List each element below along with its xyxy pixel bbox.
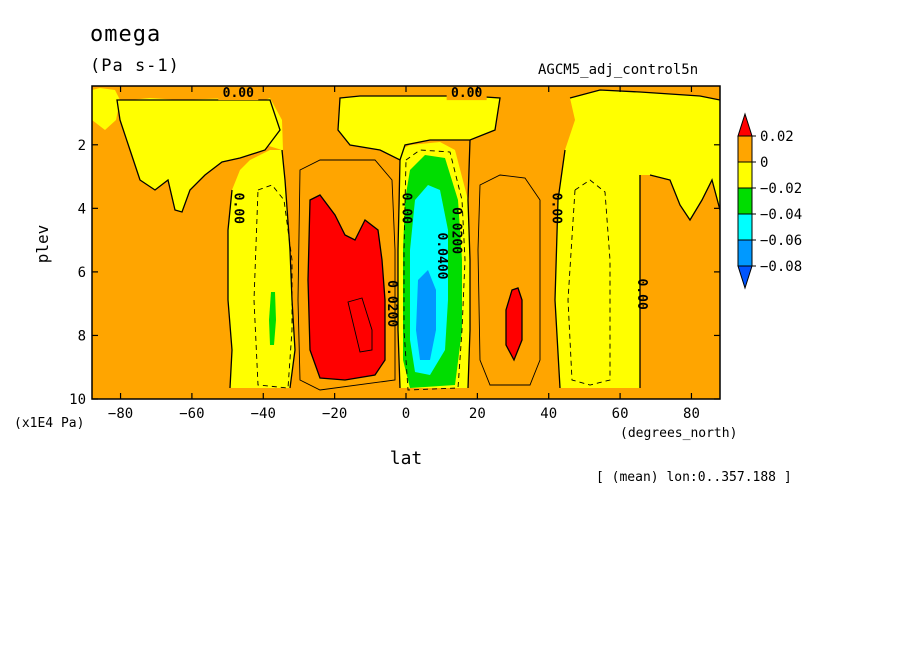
legend-label: −0.02 — [760, 181, 802, 197]
x-tick-label: 40 — [540, 406, 557, 422]
x-axis-title: lat — [390, 448, 423, 469]
y-axis-unit: (x1E4 Pa) — [14, 416, 85, 431]
legend-swatch — [737, 239, 753, 267]
legend-label: −0.06 — [760, 233, 802, 249]
y-axis: 2 4 6 8 10 — [69, 138, 720, 408]
legend-label: 0.02 — [760, 129, 794, 145]
contour-labels: 0.00 0.000.00 0.00 0.000.000.02000.04000.02… — [218, 86, 649, 327]
contour-lines — [116, 89, 720, 389]
contour-label: 0.0200 — [384, 280, 399, 327]
y-tick-label: 10 — [69, 392, 86, 408]
legend-swatch — [737, 112, 753, 137]
units-label: (Pa s-1) — [90, 56, 180, 76]
contour-label: 0.00 — [451, 86, 482, 101]
run-name: AGCM5_adj_control5n — [538, 62, 699, 78]
mean-note: [ (mean) lon:0..357.188 ] — [596, 470, 792, 485]
contour-label: 0.00 — [548, 193, 563, 224]
y-tick-label: 2 — [78, 138, 86, 154]
contour-label-bg — [218, 86, 259, 101]
contour-label-bg — [446, 86, 487, 101]
x-tick-label: −20 — [322, 406, 347, 422]
legend-swatch — [737, 161, 753, 189]
y-axis-title: plev — [33, 225, 52, 264]
x-axis: −80 −60 −40 −20 0 20 40 60 80 — [108, 86, 700, 422]
legend-label: −0.04 — [760, 207, 802, 223]
x-tick-label: 60 — [612, 406, 629, 422]
x-tick-label: 80 — [683, 406, 700, 422]
legend-swatch — [737, 187, 753, 215]
legend-label: −0.08 — [760, 259, 802, 275]
legend-swatch — [737, 265, 753, 290]
x-tick-label: −40 — [251, 406, 276, 422]
contour-label: 0.0400 — [434, 233, 449, 280]
secondary-contours — [297, 159, 541, 391]
contour-label: 0.0200 — [448, 207, 463, 254]
contour-fill — [92, 86, 720, 399]
legend-swatch — [737, 213, 753, 241]
color-legend: 0.02 0 −0.02 −0.04 −0.06 −0.08 — [737, 112, 802, 290]
contour-label: 0.00 — [634, 278, 649, 309]
x-tick-label: −80 — [108, 406, 133, 422]
y-tick-label: 6 — [78, 265, 86, 281]
y-tick-label: 4 — [78, 201, 86, 217]
legend-label: 0 — [760, 155, 768, 171]
legend-swatch — [737, 135, 753, 163]
x-tick-label: 0 — [402, 406, 410, 422]
dashed-contours — [253, 149, 611, 391]
x-tick-label: −60 — [179, 406, 204, 422]
variable-title: omega — [90, 22, 162, 47]
contour-label: 0.00 — [231, 193, 246, 224]
y-tick-label: 8 — [78, 328, 86, 344]
x-axis-unit: (degrees_north) — [620, 426, 738, 441]
x-tick-label: 20 — [469, 406, 486, 422]
contour-label: 0.00 — [398, 193, 413, 224]
contour-label: 0.00 — [223, 86, 254, 101]
